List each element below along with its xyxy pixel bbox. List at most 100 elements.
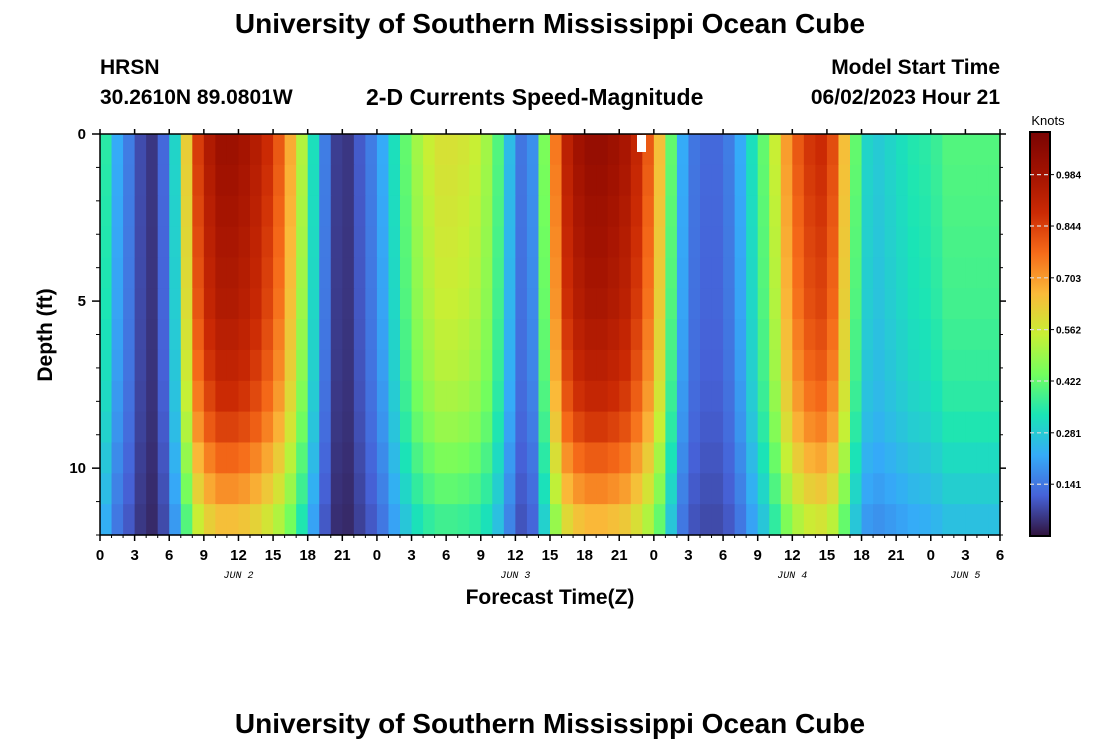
heatmap-cell bbox=[192, 134, 205, 166]
heatmap-cell bbox=[619, 195, 632, 228]
heatmap-cell bbox=[307, 319, 320, 351]
heatmap-cell bbox=[376, 442, 390, 474]
heatmap-cell bbox=[965, 288, 978, 320]
x-tick-label: 6 bbox=[719, 547, 727, 564]
heatmap-cell bbox=[273, 257, 286, 289]
heatmap-cell bbox=[330, 257, 343, 289]
heatmap-cell bbox=[434, 411, 447, 444]
y-axis: 0 5 10 bbox=[69, 126, 1006, 536]
heatmap-cell bbox=[711, 134, 724, 166]
x-tick-label: 0 bbox=[650, 547, 658, 564]
heatmap-cell bbox=[296, 504, 309, 536]
heatmap-cell bbox=[180, 473, 193, 505]
heatmap-cell bbox=[538, 319, 551, 351]
heatmap-cell bbox=[157, 442, 170, 474]
heatmap-cell bbox=[711, 442, 724, 474]
heatmap-cell bbox=[457, 473, 470, 505]
heatmap-cell bbox=[215, 504, 228, 536]
heatmap-cell bbox=[746, 319, 759, 351]
heatmap-cell bbox=[434, 442, 447, 474]
heatmap-cell bbox=[469, 257, 482, 289]
heatmap-cell bbox=[123, 134, 136, 166]
heatmap-cell bbox=[319, 195, 332, 228]
heatmap-cell bbox=[596, 504, 609, 536]
heatmap-cell bbox=[642, 226, 655, 258]
heatmap-cell bbox=[561, 319, 574, 351]
heatmap-cell bbox=[503, 380, 516, 413]
heatmap-cell bbox=[215, 411, 228, 444]
heatmap-cell bbox=[953, 504, 966, 536]
heatmap-cell bbox=[480, 349, 493, 382]
heatmap-cell bbox=[780, 257, 793, 289]
heatmap-cell bbox=[769, 288, 782, 320]
heatmap-cell bbox=[157, 380, 170, 413]
heatmap-cell bbox=[976, 319, 990, 351]
heatmap-cell bbox=[296, 319, 309, 351]
heatmap-cell bbox=[803, 349, 816, 382]
heatmap-cell bbox=[411, 164, 424, 197]
heatmap-cell bbox=[976, 442, 990, 474]
heatmap-cell bbox=[526, 349, 540, 382]
heatmap-cell bbox=[769, 380, 782, 413]
heatmap-cell bbox=[976, 473, 990, 505]
heatmap-cell bbox=[688, 442, 701, 474]
heatmap-cell bbox=[146, 349, 159, 382]
heatmap-cell bbox=[815, 164, 828, 197]
heatmap-cell bbox=[665, 226, 678, 258]
heatmap-cell bbox=[803, 319, 816, 351]
heatmap-cell bbox=[965, 195, 978, 228]
heatmap-cell bbox=[365, 473, 378, 505]
heatmap-cell bbox=[642, 319, 655, 351]
heatmap-cell bbox=[550, 134, 563, 166]
heatmap-cell bbox=[780, 504, 793, 536]
heatmap-cell bbox=[146, 473, 159, 505]
model-start-value: 06/02/2023 Hour 21 bbox=[810, 86, 1000, 109]
heatmap-cell bbox=[238, 411, 251, 444]
heatmap-cell bbox=[769, 349, 782, 382]
heatmap-cell bbox=[515, 226, 528, 258]
heatmap-cell bbox=[665, 164, 678, 197]
heatmap-cell bbox=[873, 319, 886, 351]
heatmap-cell bbox=[434, 134, 447, 166]
heatmap-cell bbox=[515, 288, 528, 320]
heatmap-cell bbox=[226, 442, 240, 474]
heatmap-cell bbox=[653, 257, 666, 289]
heatmap-cell bbox=[342, 134, 355, 166]
heatmap-cell bbox=[503, 288, 516, 320]
heatmap-cell bbox=[457, 442, 470, 474]
heatmap-cell bbox=[757, 473, 770, 505]
heatmap-cell bbox=[284, 134, 297, 166]
heatmap-cell bbox=[676, 473, 690, 505]
heatmap-cell bbox=[434, 288, 447, 320]
heatmap-cell bbox=[353, 380, 366, 413]
heatmap-cell bbox=[861, 411, 874, 444]
heatmap-cell bbox=[111, 134, 124, 166]
heatmap-cell bbox=[376, 349, 390, 382]
heatmap-cell bbox=[953, 134, 966, 166]
heatmap-cell bbox=[953, 195, 966, 228]
heatmap-cell bbox=[838, 319, 851, 351]
heatmap-cell bbox=[192, 380, 205, 413]
heatmap-cell bbox=[134, 134, 147, 166]
heatmap-cell bbox=[365, 442, 378, 474]
heatmap-cell bbox=[757, 319, 770, 351]
heatmap-cell bbox=[700, 411, 713, 444]
heatmap-cell bbox=[942, 226, 955, 258]
heatmap-cell bbox=[942, 380, 955, 413]
heatmap-cell bbox=[330, 504, 343, 536]
heatmap-cell bbox=[353, 134, 366, 166]
heatmap-cell bbox=[169, 411, 182, 444]
heatmap-cell bbox=[653, 134, 666, 166]
heatmap-cell bbox=[284, 411, 297, 444]
heatmap-cell bbox=[226, 195, 240, 228]
heatmap-cell bbox=[353, 473, 366, 505]
heatmap-cell bbox=[284, 473, 297, 505]
x-tick-label: 18 bbox=[576, 547, 593, 564]
heatmap-cell bbox=[480, 288, 493, 320]
heatmap-cell bbox=[746, 504, 759, 536]
heatmap-cell bbox=[769, 442, 782, 474]
heatmap-cell bbox=[169, 442, 182, 474]
heatmap-cell bbox=[642, 411, 655, 444]
heatmap-cell bbox=[688, 473, 701, 505]
heatmap-cell bbox=[850, 504, 863, 536]
